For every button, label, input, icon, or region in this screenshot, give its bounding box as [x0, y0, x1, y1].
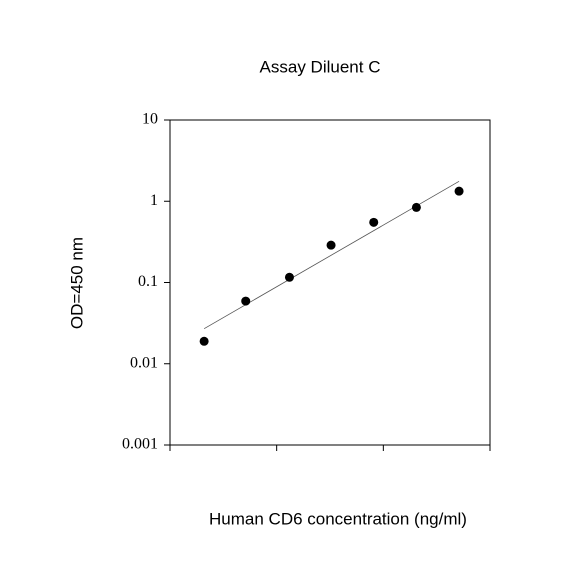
fit-line	[203, 180, 460, 330]
chart-title: Assay Diluent C	[260, 57, 381, 76]
plot-frame	[169, 119, 491, 446]
point	[241, 296, 251, 306]
point	[284, 272, 294, 282]
y-tick-label: 0.1	[138, 273, 158, 290]
x-axis-label: Human CD6 concentration (ng/ml)	[209, 509, 467, 528]
y-tick-label: 10	[142, 111, 158, 128]
point	[411, 202, 421, 212]
y-tick-label: 0.001	[122, 436, 158, 453]
y-tick-label: 0.01	[130, 354, 158, 371]
y-tick-label: 1	[150, 192, 158, 209]
point	[454, 186, 464, 196]
point	[326, 240, 336, 250]
point	[369, 217, 379, 227]
point	[199, 336, 209, 346]
y-axis-label: OD=450 nm	[67, 237, 86, 329]
